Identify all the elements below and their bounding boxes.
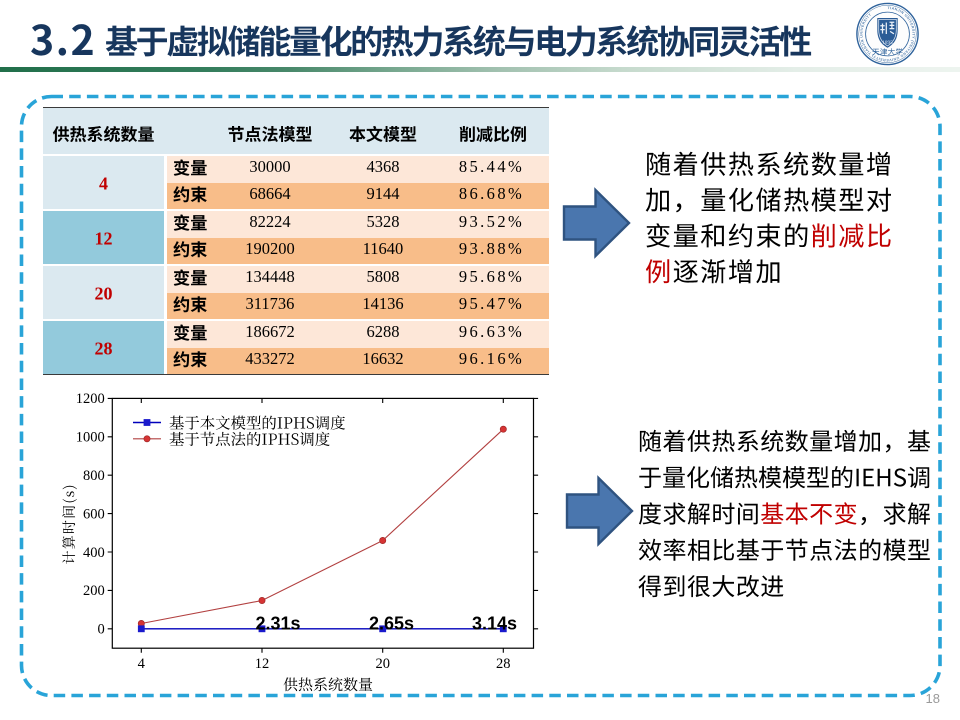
svg-text:600: 600 <box>83 506 105 522</box>
svg-text:4: 4 <box>138 656 146 672</box>
svg-text:14136: 14136 <box>362 294 403 313</box>
svg-text:30000: 30000 <box>249 157 290 176</box>
svg-text:96.16%: 96.16% <box>459 349 524 368</box>
svg-text:20: 20 <box>95 284 113 304</box>
svg-text:20: 20 <box>375 656 390 672</box>
svg-text:16632: 16632 <box>362 349 403 368</box>
svg-text:95.68%: 95.68% <box>459 267 524 286</box>
svg-text:9144: 9144 <box>367 184 400 203</box>
svg-text:800: 800 <box>83 468 105 484</box>
svg-text:95.47%: 95.47% <box>459 294 524 313</box>
svg-text:86.68%: 86.68% <box>459 184 524 203</box>
svg-text:12: 12 <box>95 229 113 249</box>
svg-text:400: 400 <box>83 545 105 561</box>
svg-text:93.88%: 93.88% <box>459 239 524 258</box>
svg-text:311736: 311736 <box>246 294 295 313</box>
svg-text:1200: 1200 <box>76 391 105 407</box>
svg-text:11640: 11640 <box>363 239 404 258</box>
svg-text:1895: 1895 <box>882 40 893 46</box>
svg-text:18: 18 <box>926 691 940 706</box>
svg-text:28: 28 <box>496 656 511 672</box>
svg-text:68664: 68664 <box>249 184 290 203</box>
svg-text:12: 12 <box>255 656 270 672</box>
svg-text:433272: 433272 <box>245 349 295 368</box>
svg-text:6288: 6288 <box>367 322 400 341</box>
svg-text:190200: 190200 <box>245 239 295 258</box>
svg-text:4: 4 <box>99 174 108 194</box>
svg-text:200: 200 <box>83 583 105 599</box>
svg-text:82224: 82224 <box>249 212 290 231</box>
svg-text:28: 28 <box>95 339 113 359</box>
svg-text:4368: 4368 <box>367 157 400 176</box>
svg-text:2.31s: 2.31s <box>256 614 301 634</box>
svg-text:1000: 1000 <box>76 430 105 446</box>
svg-text:3.14s: 3.14s <box>472 614 517 634</box>
svg-text:2.65s: 2.65s <box>369 614 414 634</box>
svg-text:0: 0 <box>98 622 105 638</box>
svg-text:85.44%: 85.44% <box>459 157 524 176</box>
svg-text:5328: 5328 <box>367 212 400 231</box>
svg-text:93.52%: 93.52% <box>459 212 524 231</box>
svg-text:5808: 5808 <box>367 267 400 286</box>
svg-text:186672: 186672 <box>245 322 295 341</box>
svg-text:96.63%: 96.63% <box>459 322 524 341</box>
svg-text:134448: 134448 <box>245 267 295 286</box>
